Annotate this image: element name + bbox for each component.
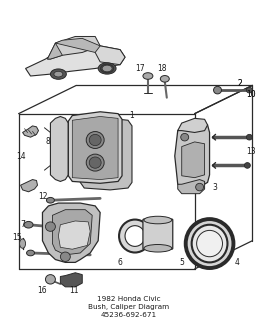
- Polygon shape: [51, 116, 68, 181]
- Circle shape: [181, 133, 189, 141]
- Text: 14: 14: [16, 151, 25, 161]
- Polygon shape: [178, 180, 205, 194]
- Polygon shape: [80, 118, 132, 190]
- FancyBboxPatch shape: [143, 219, 173, 249]
- Text: 18: 18: [157, 64, 167, 73]
- Ellipse shape: [20, 239, 26, 248]
- Text: 15: 15: [12, 233, 21, 243]
- Ellipse shape: [125, 226, 145, 246]
- Text: 13: 13: [247, 147, 256, 156]
- Ellipse shape: [86, 132, 104, 148]
- Text: 2: 2: [237, 79, 242, 88]
- Text: 2: 2: [237, 79, 242, 88]
- Circle shape: [45, 222, 55, 231]
- Polygon shape: [26, 46, 125, 76]
- Ellipse shape: [186, 219, 233, 268]
- Ellipse shape: [160, 76, 169, 82]
- Ellipse shape: [46, 197, 54, 203]
- Circle shape: [60, 252, 70, 261]
- Circle shape: [246, 134, 252, 140]
- Ellipse shape: [144, 244, 172, 252]
- Text: 7: 7: [20, 220, 25, 229]
- Polygon shape: [52, 210, 92, 255]
- Text: 5: 5: [179, 258, 184, 267]
- Polygon shape: [72, 116, 118, 180]
- Circle shape: [196, 183, 204, 191]
- Ellipse shape: [24, 221, 33, 228]
- Ellipse shape: [54, 71, 63, 77]
- Ellipse shape: [102, 65, 112, 72]
- Text: 16: 16: [38, 286, 47, 295]
- Ellipse shape: [192, 225, 227, 262]
- Ellipse shape: [86, 154, 104, 171]
- Text: 11: 11: [70, 286, 79, 295]
- Ellipse shape: [119, 220, 151, 252]
- Ellipse shape: [89, 134, 101, 146]
- Text: 12: 12: [38, 192, 47, 201]
- Text: 17: 17: [135, 64, 145, 73]
- Ellipse shape: [197, 230, 222, 257]
- Polygon shape: [95, 46, 125, 65]
- Polygon shape: [60, 273, 82, 287]
- Text: 1982 Honda Civic
Bush, Caliper Diagram
45236-692-671: 1982 Honda Civic Bush, Caliper Diagram 4…: [88, 296, 170, 318]
- Text: 3: 3: [212, 183, 217, 192]
- Polygon shape: [47, 43, 62, 59]
- Text: 10: 10: [247, 90, 256, 99]
- Polygon shape: [182, 142, 205, 178]
- Polygon shape: [55, 38, 100, 52]
- Polygon shape: [178, 118, 207, 132]
- Text: 6: 6: [118, 258, 123, 267]
- Circle shape: [45, 275, 55, 284]
- Text: 1: 1: [130, 111, 134, 120]
- Polygon shape: [42, 203, 100, 262]
- Polygon shape: [23, 126, 39, 137]
- Ellipse shape: [89, 157, 101, 168]
- Ellipse shape: [27, 250, 34, 256]
- Polygon shape: [20, 180, 38, 192]
- Ellipse shape: [98, 63, 116, 74]
- Polygon shape: [47, 36, 100, 59]
- Ellipse shape: [144, 216, 172, 224]
- Circle shape: [244, 163, 250, 168]
- Text: 10: 10: [247, 90, 256, 99]
- Polygon shape: [58, 221, 90, 249]
- Polygon shape: [68, 112, 122, 183]
- Circle shape: [214, 86, 221, 94]
- Circle shape: [246, 87, 252, 93]
- Text: 8: 8: [45, 137, 50, 146]
- Ellipse shape: [143, 73, 153, 79]
- Text: 4: 4: [235, 258, 240, 267]
- Ellipse shape: [51, 69, 66, 79]
- Polygon shape: [175, 121, 210, 189]
